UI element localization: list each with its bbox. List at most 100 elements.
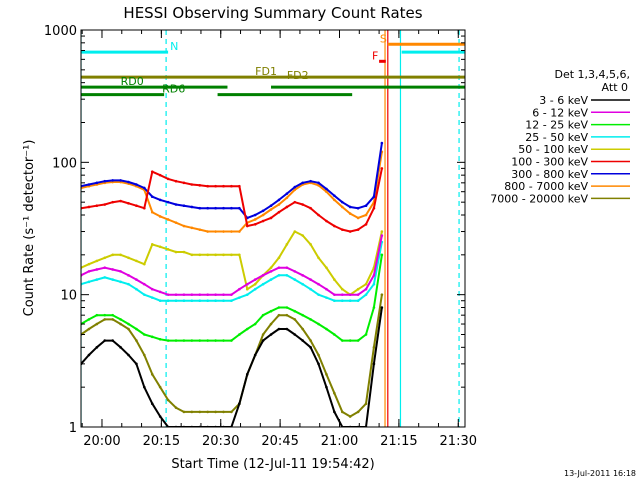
data-point-s1-12 <box>174 293 178 296</box>
series-line-3 <box>81 241 383 302</box>
data-point-s0-7 <box>135 362 138 366</box>
data-point-s8-17 <box>214 410 217 414</box>
data-point-s1-21 <box>245 282 249 286</box>
data-point-s8-16 <box>206 410 209 414</box>
data-point-s5-2 <box>95 204 99 208</box>
data-point-s0-28 <box>301 339 304 342</box>
data-point-s7-24 <box>269 208 273 211</box>
data-point-s5-6 <box>127 202 130 205</box>
data-point-s4-14 <box>190 253 194 257</box>
data-point-s5-10 <box>158 173 162 177</box>
data-point-s5-30 <box>317 213 320 217</box>
data-point-s2-24 <box>269 309 273 313</box>
y-tick-label-3: 1000 <box>44 24 77 39</box>
data-point-s4-31 <box>325 266 328 269</box>
data-point-s6-14 <box>190 205 194 209</box>
data-point-s7-15 <box>198 228 202 231</box>
data-point-s6-2 <box>95 181 99 185</box>
legend-label-8: 7000 - 20000 keV <box>490 192 588 205</box>
data-point-s5-20 <box>238 184 241 188</box>
data-point-s8-5 <box>119 322 122 326</box>
data-point-s4-19 <box>230 253 233 257</box>
data-point-s4-20 <box>238 253 241 257</box>
data-point-s3-4 <box>111 278 114 281</box>
data-point-s3-9 <box>150 296 154 299</box>
data-point-s2-23 <box>261 313 265 317</box>
data-point-s6-22 <box>253 213 257 217</box>
data-point-s8-33 <box>340 410 344 414</box>
data-point-s1-14 <box>190 293 194 296</box>
data-point-s2-27 <box>293 309 297 313</box>
data-point-s6-7 <box>135 183 138 186</box>
data-point-s8-10 <box>158 385 162 389</box>
data-point-s1-6 <box>127 274 130 277</box>
data-point-s8-6 <box>127 327 130 331</box>
data-point-s2-30 <box>317 322 320 326</box>
y-tick-label-1: 10 <box>60 289 77 304</box>
data-point-s6-12 <box>174 203 178 206</box>
data-point-s3-7 <box>135 287 138 291</box>
x-tick-label-4: 21:00 <box>321 434 358 449</box>
data-point-s6-9 <box>150 195 154 198</box>
data-point-s5-35 <box>356 228 360 231</box>
data-point-s2-12 <box>174 339 178 342</box>
data-point-s3-28 <box>301 282 304 286</box>
data-point-s3-35 <box>356 299 360 303</box>
data-point-s8-7 <box>135 339 138 342</box>
data-point-s4-10 <box>158 245 162 249</box>
data-point-s1-24 <box>269 270 273 273</box>
plot-frame <box>80 29 466 428</box>
data-point-s5-19 <box>230 184 233 188</box>
data-point-s1-9 <box>150 287 154 291</box>
data-point-s2-17 <box>214 339 217 342</box>
data-point-s0-24 <box>269 333 273 336</box>
data-point-s5-37 <box>372 206 376 210</box>
data-point-s5-7 <box>135 204 138 208</box>
data-point-s7-12 <box>174 221 178 224</box>
flag-label-fd2: FD2 <box>287 69 309 82</box>
data-point-s5-9 <box>150 170 154 173</box>
legend-header-line-2: Att 0 <box>602 81 628 94</box>
data-point-s0-10 <box>158 415 162 418</box>
data-point-s7-16 <box>206 230 209 233</box>
data-point-s1-36 <box>364 287 368 291</box>
data-point-s5-13 <box>182 181 186 185</box>
data-point-s3-6 <box>127 282 130 286</box>
data-point-s5-31 <box>325 219 328 223</box>
data-point-s7-25 <box>277 203 281 206</box>
data-point-s6-28 <box>301 181 304 185</box>
data-point-s7-32 <box>333 198 336 202</box>
series-line-8 <box>81 294 383 418</box>
data-point-s0-9 <box>150 402 154 405</box>
data-point-s1-10 <box>158 290 162 294</box>
data-point-s4-32 <box>333 278 336 281</box>
data-point-s6-20 <box>238 206 241 210</box>
data-point-s5-24 <box>269 216 273 220</box>
data-point-s1-20 <box>238 287 241 291</box>
data-point-s8-13 <box>182 410 186 414</box>
data-point-s5-29 <box>309 206 312 210</box>
data-point-s8-12 <box>174 406 178 409</box>
data-point-s0-27 <box>293 333 297 336</box>
data-point-s4-13 <box>182 250 186 254</box>
data-point-s4-16 <box>206 253 209 257</box>
x-tick-label-5: 21:15 <box>380 434 417 449</box>
data-point-s5-34 <box>348 230 352 233</box>
data-point-s0-2 <box>95 346 99 349</box>
data-point-s3-36 <box>364 293 368 296</box>
data-point-s3-18 <box>222 299 225 303</box>
data-point-s3-29 <box>309 287 312 291</box>
data-point-s8-3 <box>103 318 107 321</box>
data-point-s1-22 <box>253 278 257 281</box>
flag-label-rd0: RD0 <box>121 75 144 88</box>
data-point-s1-23 <box>261 274 265 277</box>
data-point-s0-37 <box>372 362 376 366</box>
data-point-s6-11 <box>166 200 170 204</box>
data-point-s0-23 <box>261 339 265 342</box>
legend-label-0: 3 - 6 keV <box>539 94 588 107</box>
data-point-s7-9 <box>150 210 154 214</box>
data-point-s2-6 <box>127 322 130 326</box>
data-point-s2-32 <box>333 333 336 336</box>
data-point-s1-5 <box>119 270 122 273</box>
